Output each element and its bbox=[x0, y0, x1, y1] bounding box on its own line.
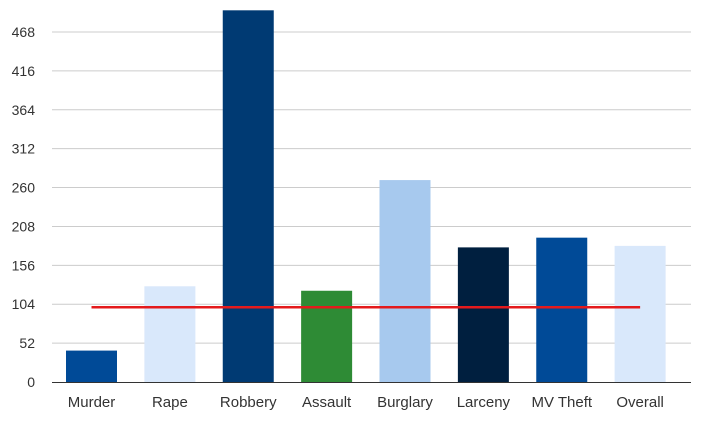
bar bbox=[222, 10, 274, 383]
x-tick-label: MV Theft bbox=[531, 394, 592, 411]
bar bbox=[614, 245, 666, 382]
y-tick-label: 0 bbox=[27, 374, 35, 390]
x-tick-label: Robbery bbox=[220, 394, 277, 411]
y-tick-label: 468 bbox=[12, 24, 36, 40]
x-tick-label: Rape bbox=[152, 394, 188, 411]
bar bbox=[66, 350, 117, 382]
y-axis-ticks: 0 52 104 156 208 260 312 364 416 468 bbox=[12, 24, 36, 390]
x-tick-label: Burglary bbox=[377, 394, 433, 411]
bar bbox=[144, 286, 196, 382]
bars bbox=[66, 10, 666, 383]
bar bbox=[301, 290, 353, 382]
x-axis-labels: Murder Rape Robbery Assault Burglary Larceny M… bbox=[68, 394, 664, 411]
y-tick-label: 52 bbox=[19, 335, 35, 351]
y-tick-label: 104 bbox=[12, 296, 36, 312]
y-tick-label: 312 bbox=[12, 141, 36, 157]
y-tick-label: 260 bbox=[12, 180, 36, 196]
y-tick-label: 416 bbox=[12, 63, 36, 79]
y-tick-label: 156 bbox=[12, 257, 36, 273]
bar bbox=[536, 237, 588, 382]
x-tick-label: Larceny bbox=[457, 394, 511, 411]
bar bbox=[379, 180, 431, 382]
y-tick-label: 208 bbox=[12, 218, 36, 234]
x-tick-label: Murder bbox=[68, 394, 116, 411]
bar bbox=[457, 247, 509, 382]
y-tick-label: 364 bbox=[12, 102, 36, 118]
x-tick-label: Assault bbox=[302, 394, 352, 411]
x-tick-label: Overall bbox=[616, 394, 664, 411]
